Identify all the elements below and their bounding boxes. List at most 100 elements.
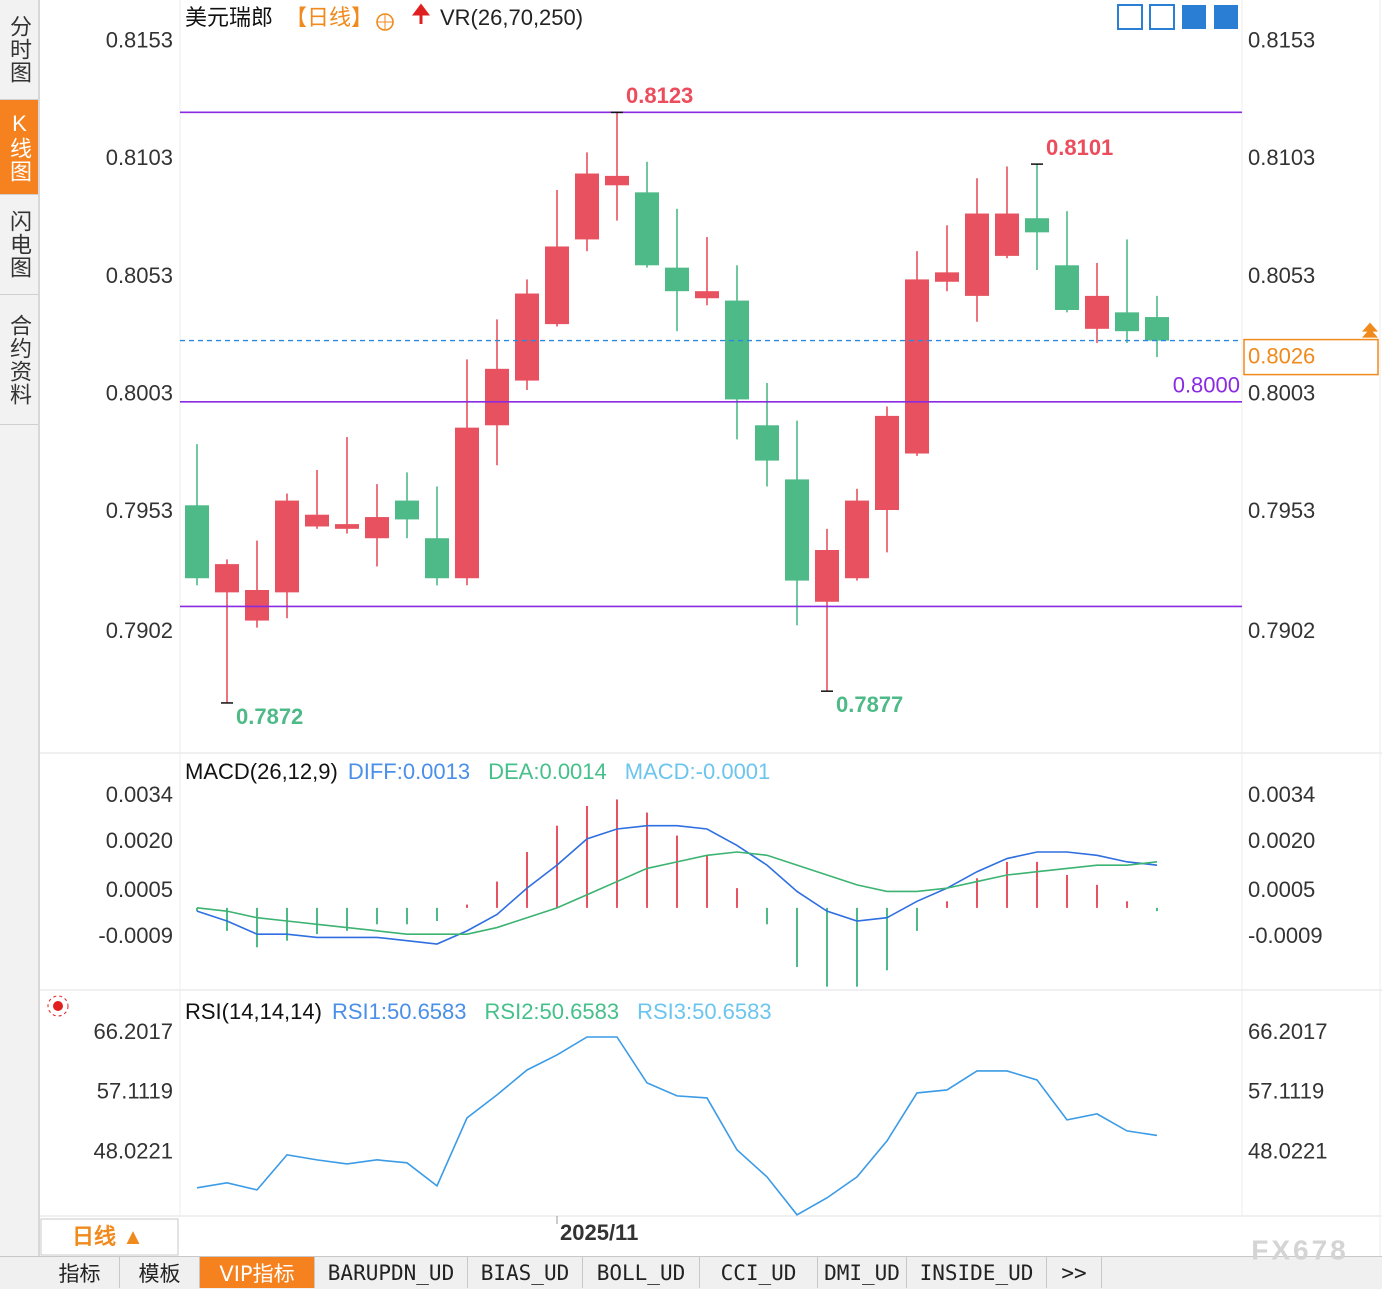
tool-icon[interactable] [1117,4,1143,30]
y-tick-label: 0.0034 [106,782,173,807]
bottom-tab[interactable]: VIP指标 [200,1257,315,1288]
tool-icon[interactable] [1214,5,1238,29]
last-price-box [1243,338,1379,376]
y-tick-label-right: 0.8153 [1248,28,1315,53]
candle-body [455,427,479,579]
series-line [196,824,1158,945]
candle-body [1025,218,1049,233]
candle-body [545,246,569,325]
legend-entry: DEA:0.0014 [488,759,607,784]
y-tick-label: 0.8003 [106,381,173,406]
bottom-tab[interactable]: CCI_UD [700,1257,818,1288]
y-tick-label-right: 0.0034 [1248,782,1315,807]
period-button[interactable] [40,1218,179,1256]
candle-body [185,505,209,579]
candle-body [725,300,749,400]
candle-body [695,291,719,299]
candle-body [875,415,899,510]
side-tab[interactable]: 合约资料 [0,295,38,425]
last-price-label: 0.8026 [1248,343,1315,368]
tool-icon[interactable] [1182,5,1206,29]
y-tick-label-right: 0.8053 [1248,263,1315,288]
candle-body [965,213,989,296]
candle-body [605,175,629,186]
tool-icon[interactable] [1149,4,1175,30]
y-tick-label: 48.0221 [93,1139,173,1164]
bottom-tab[interactable]: BIAS_UD [468,1257,583,1288]
y-tick-label-right: 57.1119 [1248,1079,1324,1104]
extreme-label: 0.8123 [626,83,693,108]
candle-body [1115,312,1139,332]
y-tick-label: 0.8053 [106,263,173,288]
y-tick-label-right: 0.0020 [1248,828,1315,853]
candle-body [485,368,509,426]
candle-body [395,500,419,520]
legend-entry: MACD:-0.0001 [625,759,771,784]
bottom-tab[interactable]: BOLL_UD [583,1257,700,1288]
add-icon[interactable] [376,13,394,31]
candle-body [275,500,299,593]
candle-body [575,173,599,240]
candle-body [905,279,929,454]
side-tab[interactable]: 分时图 [0,0,38,100]
bottom-tab[interactable]: >> [1047,1257,1102,1288]
candle-body [245,590,269,621]
watermark: FX678 [1251,1234,1349,1265]
y-tick-label: 0.7953 [106,498,173,523]
y-tick-label: 66.2017 [93,1019,173,1044]
extreme-label: 0.7877 [836,692,903,717]
candle-body [845,500,869,579]
candle-body [335,524,359,529]
candle-body [365,517,389,539]
candle-body [215,564,239,593]
period: 【日线】 [285,5,373,30]
candle-body [515,293,539,381]
panel-title: RSI(14,14,14) [185,999,322,1024]
toolbar [1117,4,1238,30]
candle-body [935,272,959,282]
panel-title: MACD(26,12,9) [185,759,338,784]
y-tick-label-right: 66.2017 [1248,1019,1328,1044]
y-tick-label: 0.0020 [106,828,173,853]
series-line [196,851,1158,935]
bottom-tab[interactable]: BARUPDN_UD [315,1257,468,1288]
legend-entry: RSI2:50.6583 [485,999,620,1024]
symbol: 美元瑞郎 [185,5,273,30]
bottom-tab[interactable]: 指标 [40,1257,120,1288]
y-tick-label-right: 0.7953 [1248,498,1315,523]
candle-body [1085,295,1109,329]
bottom-tab[interactable]: INSIDE_UD [907,1257,1047,1288]
period-button-label[interactable]: 日线 ▲ [72,1224,144,1249]
y-tick-label-right: -0.0009 [1248,923,1323,948]
y-tick-label-right: 0.0005 [1248,877,1315,902]
y-tick-label: -0.0009 [98,923,173,948]
candle-body [995,213,1019,256]
settings-icon[interactable] [47,995,69,1017]
side-tab[interactable]: 闪电图 [0,195,38,295]
indicator-arrow [412,3,430,24]
level-label: 0.8000 [1173,373,1240,398]
legend-entry: RSI3:50.6583 [637,999,772,1024]
candle-body [755,425,779,461]
y-tick-label-right: 0.8003 [1248,381,1315,406]
candle-body [785,479,809,581]
bottom-tab[interactable]: DMI_UD [818,1257,907,1288]
series-line [196,1036,1158,1216]
legend-entry: RSI1:50.6583 [332,999,467,1024]
candle-body [815,550,839,602]
extreme-label: 0.7872 [236,704,303,729]
side-tab[interactable]: K线图 [0,100,38,195]
candle-body [425,538,449,579]
y-tick-label: 0.8103 [106,145,173,170]
y-tick-label-right: 0.7902 [1248,618,1315,643]
x-tick-label: 2025/11 [560,1220,638,1245]
candle-body [305,514,329,527]
y-tick-label: 0.7902 [106,618,173,643]
bottom-tab[interactable]: 模板 [120,1257,200,1288]
candle-body [1055,265,1079,310]
extreme-label: 0.8101 [1046,135,1113,160]
y-tick-label-right: 48.0221 [1248,1139,1328,1164]
indicator: VR(26,70,250) [440,5,583,30]
y-tick-label: 0.8153 [106,28,173,53]
